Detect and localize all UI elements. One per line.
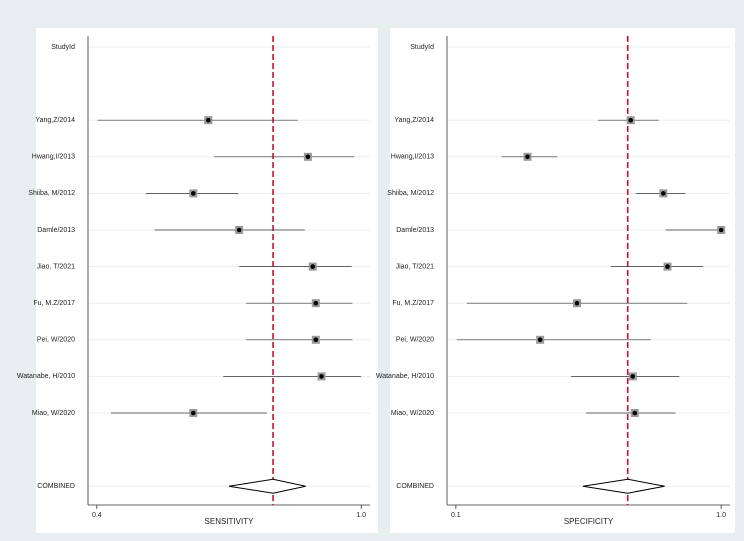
estimate-point	[319, 374, 324, 379]
estimate-point	[305, 154, 311, 160]
x-tick-label: 0.1	[451, 512, 461, 519]
study-label: Pei, W/2020	[396, 337, 434, 344]
estimate-point	[191, 191, 196, 196]
study-label: Shiiba, M/2012	[28, 190, 75, 197]
study-label: Damle/2013	[37, 227, 75, 234]
estimate-point	[236, 227, 242, 233]
x-axis-label: SENSITIVITY	[205, 517, 255, 526]
study-label: Miao, W/2020	[391, 410, 434, 417]
study-label: Jiao, T/2021	[37, 263, 76, 270]
estimate-point	[525, 154, 530, 160]
y-header: StudyId	[410, 44, 434, 51]
pooled-label: COMBINED	[37, 483, 75, 490]
study-label: Miao, W/2020	[32, 410, 75, 417]
x-tick-label: 0.4	[92, 512, 102, 519]
estimate-point	[665, 264, 670, 269]
estimate-point	[313, 300, 319, 306]
estimate-point	[205, 117, 211, 123]
estimate-point	[313, 337, 319, 343]
pooled-label: COMBINED	[396, 483, 434, 490]
study-label: Fu, M.Z/2017	[33, 300, 75, 307]
estimate-point	[661, 191, 666, 196]
estimate-point	[191, 410, 196, 416]
estimate-point	[537, 337, 543, 343]
study-label: Watanabe, H/2010	[17, 373, 75, 380]
estimate-point	[718, 227, 724, 233]
y-header: StudyId	[51, 44, 75, 51]
study-label: Pei, W/2020	[37, 337, 75, 344]
study-label: Damle/2013	[396, 227, 434, 234]
study-label: Hwang,I/2013	[32, 154, 75, 161]
panel	[390, 28, 735, 533]
study-label: Fu, M.Z/2017	[392, 300, 434, 307]
study-label: Watanabe, H/2010	[376, 373, 434, 380]
study-label: Yang,Z/2014	[35, 117, 75, 124]
study-label: Yang,Z/2014	[394, 117, 434, 124]
x-axis-label: SPECIFICITY	[564, 517, 614, 526]
estimate-point	[632, 410, 638, 416]
panel	[36, 28, 378, 533]
estimate-point	[630, 374, 636, 379]
estimate-point	[628, 117, 633, 123]
x-tick-label: 1.0	[716, 512, 726, 519]
estimate-point	[310, 264, 316, 269]
pooled-diamond	[228, 478, 306, 494]
pooled-diamond	[582, 478, 665, 494]
estimate-point	[574, 300, 580, 306]
study-label: Shiiba, M/2012	[387, 190, 434, 197]
x-tick-label: 1.0	[356, 512, 366, 519]
study-label: Hwang,I/2013	[391, 154, 434, 161]
study-label: Jiao, T/2021	[396, 263, 435, 270]
